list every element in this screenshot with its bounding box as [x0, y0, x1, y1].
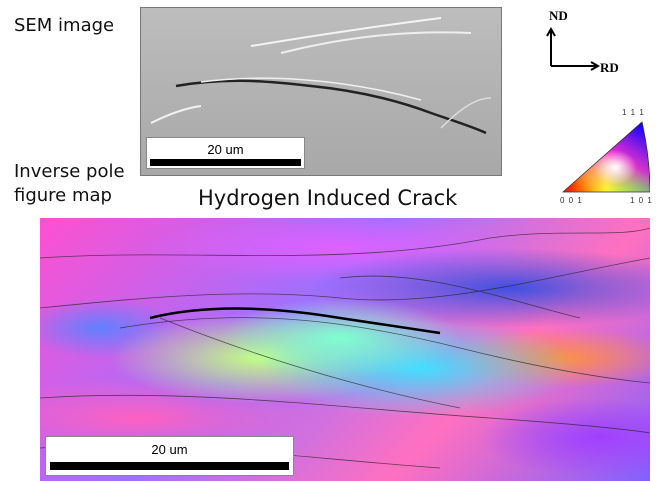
ipf-color-key-triangle	[561, 121, 650, 193]
nd-axis-label: ND	[549, 8, 568, 23]
sem-scale-bar: 20 um	[146, 137, 305, 169]
sem-label: SEM image	[14, 15, 115, 36]
axis-arrows-icon	[546, 26, 601, 71]
rd-axis-label: RD	[600, 60, 619, 75]
sem-crack-drawing	[150, 17, 492, 135]
sem-scale-bar-line	[150, 159, 301, 166]
ipf-scale-bar: 20 um	[45, 436, 294, 476]
ipf-scale-bar-label: 20 um	[151, 442, 188, 457]
ipf-key-001: 0 0 1	[560, 196, 583, 205]
ipf-label-line2: figure map	[14, 185, 112, 206]
ipf-scale-bar-line	[50, 462, 289, 470]
ipf-label-line1: Inverse pole	[14, 161, 125, 182]
figure-title: Hydrogen Induced Crack	[198, 186, 458, 210]
sem-image: 20 um	[140, 7, 502, 176]
ipf-key-101: 1 0 1	[630, 196, 653, 205]
inverse-pole-figure-map: 20 um	[40, 218, 650, 481]
ipf-key-111: 1 1 1	[622, 108, 645, 117]
sem-scale-bar-label: 20 um	[207, 142, 244, 157]
